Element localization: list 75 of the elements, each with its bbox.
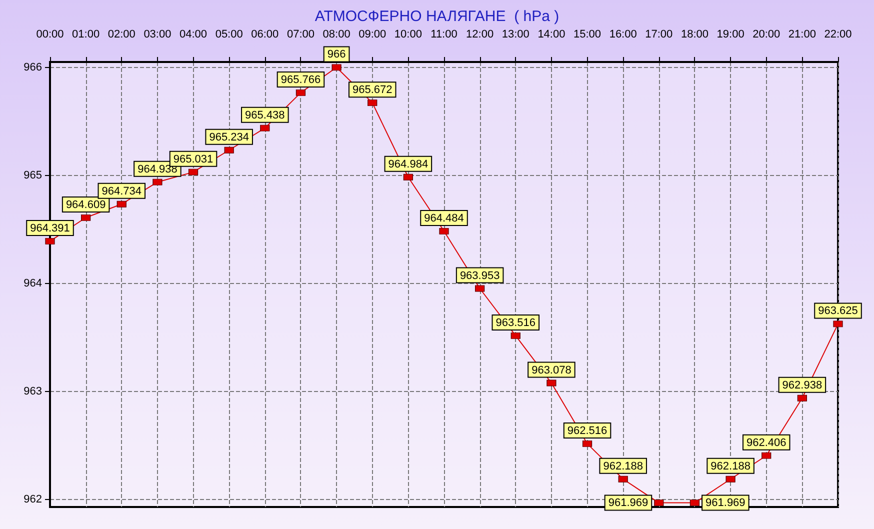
x-tick-label: 09:00	[358, 28, 386, 40]
point	[45, 238, 55, 244]
data-label: 961.969	[608, 496, 648, 509]
data-label: 964.734	[102, 185, 142, 198]
data-label: 962.188	[710, 460, 750, 472]
point	[332, 64, 342, 71]
data-label: 962.406	[746, 436, 786, 449]
point	[403, 174, 413, 180]
x-tick-label: 02:00	[108, 28, 136, 40]
x-tick-label: 08:00	[322, 28, 350, 40]
x-tick-label: 10:00	[394, 28, 422, 40]
point	[726, 476, 736, 482]
point	[618, 476, 628, 482]
data-label: 962.516	[567, 425, 608, 437]
x-tick-label: 21:00	[788, 28, 816, 40]
point	[690, 500, 700, 506]
x-tick-label: 06:00	[251, 28, 279, 40]
x-tick-label: 03:00	[144, 28, 172, 40]
point	[510, 332, 520, 339]
y-tick-label: 964	[24, 277, 42, 290]
x-tick-label: 22:00	[824, 28, 852, 40]
point	[439, 228, 449, 234]
chart-title: АТМОСФЕРНО НАЛЯГАНЕ ( hPa )	[314, 8, 560, 25]
x-tick-label: 17:00	[645, 28, 673, 40]
point	[833, 320, 843, 328]
point	[797, 394, 807, 402]
x-tick-label: 07:00	[286, 28, 314, 40]
data-label: 964.984	[388, 158, 428, 170]
y-tick-label: 966	[24, 61, 42, 74]
y-tick-label: 963	[24, 385, 42, 398]
point	[224, 146, 234, 154]
data-label: 964.484	[424, 212, 464, 224]
point	[152, 178, 162, 186]
point	[475, 285, 485, 292]
y-tick-label: 962	[24, 493, 42, 506]
x-tick-label: 12:00	[466, 28, 494, 40]
point	[188, 168, 198, 176]
point	[260, 124, 270, 132]
data-label: 965.031	[173, 153, 214, 166]
data-label: 963.516	[496, 316, 536, 329]
x-tick-label: 18:00	[680, 28, 708, 40]
data-label: 964.938	[138, 163, 178, 176]
x-tick-label: 00:00	[36, 28, 64, 40]
y-tick-label: 965	[24, 169, 42, 182]
x-tick-label: 20:00	[752, 28, 780, 40]
point	[296, 89, 306, 96]
x-tick-label: 04:00	[180, 28, 208, 40]
data-label: 965.438	[245, 109, 285, 122]
point	[368, 100, 378, 106]
data-label: 966	[327, 48, 346, 61]
x-tick-label: 01:00	[72, 28, 100, 40]
point	[762, 452, 772, 459]
data-label: 963.078	[532, 364, 572, 376]
point	[582, 440, 592, 447]
data-label: 964.391	[30, 222, 70, 234]
point	[654, 500, 664, 506]
point	[81, 214, 91, 221]
data-label: 963.953	[460, 270, 500, 282]
point	[116, 200, 126, 208]
data-label: 963.625	[818, 305, 858, 318]
data-label: 961.969	[706, 496, 746, 509]
x-tick-label: 14:00	[538, 28, 566, 40]
data-label: 962.938	[782, 379, 822, 392]
x-tick-label: 11:00	[430, 28, 458, 40]
x-tick-label: 05:00	[215, 28, 243, 40]
data-label: 964.609	[66, 198, 106, 211]
data-label: 965.234	[209, 131, 249, 144]
x-tick-label: 16:00	[609, 28, 637, 40]
x-tick-label: 15:00	[574, 28, 602, 40]
data-label: 965.672	[352, 84, 392, 96]
data-label: 965.766	[280, 74, 321, 86]
x-tick-label: 13:00	[502, 28, 530, 40]
data-label: 962.188	[603, 460, 643, 472]
x-tick-label: 19:00	[716, 28, 744, 40]
point	[546, 380, 556, 386]
